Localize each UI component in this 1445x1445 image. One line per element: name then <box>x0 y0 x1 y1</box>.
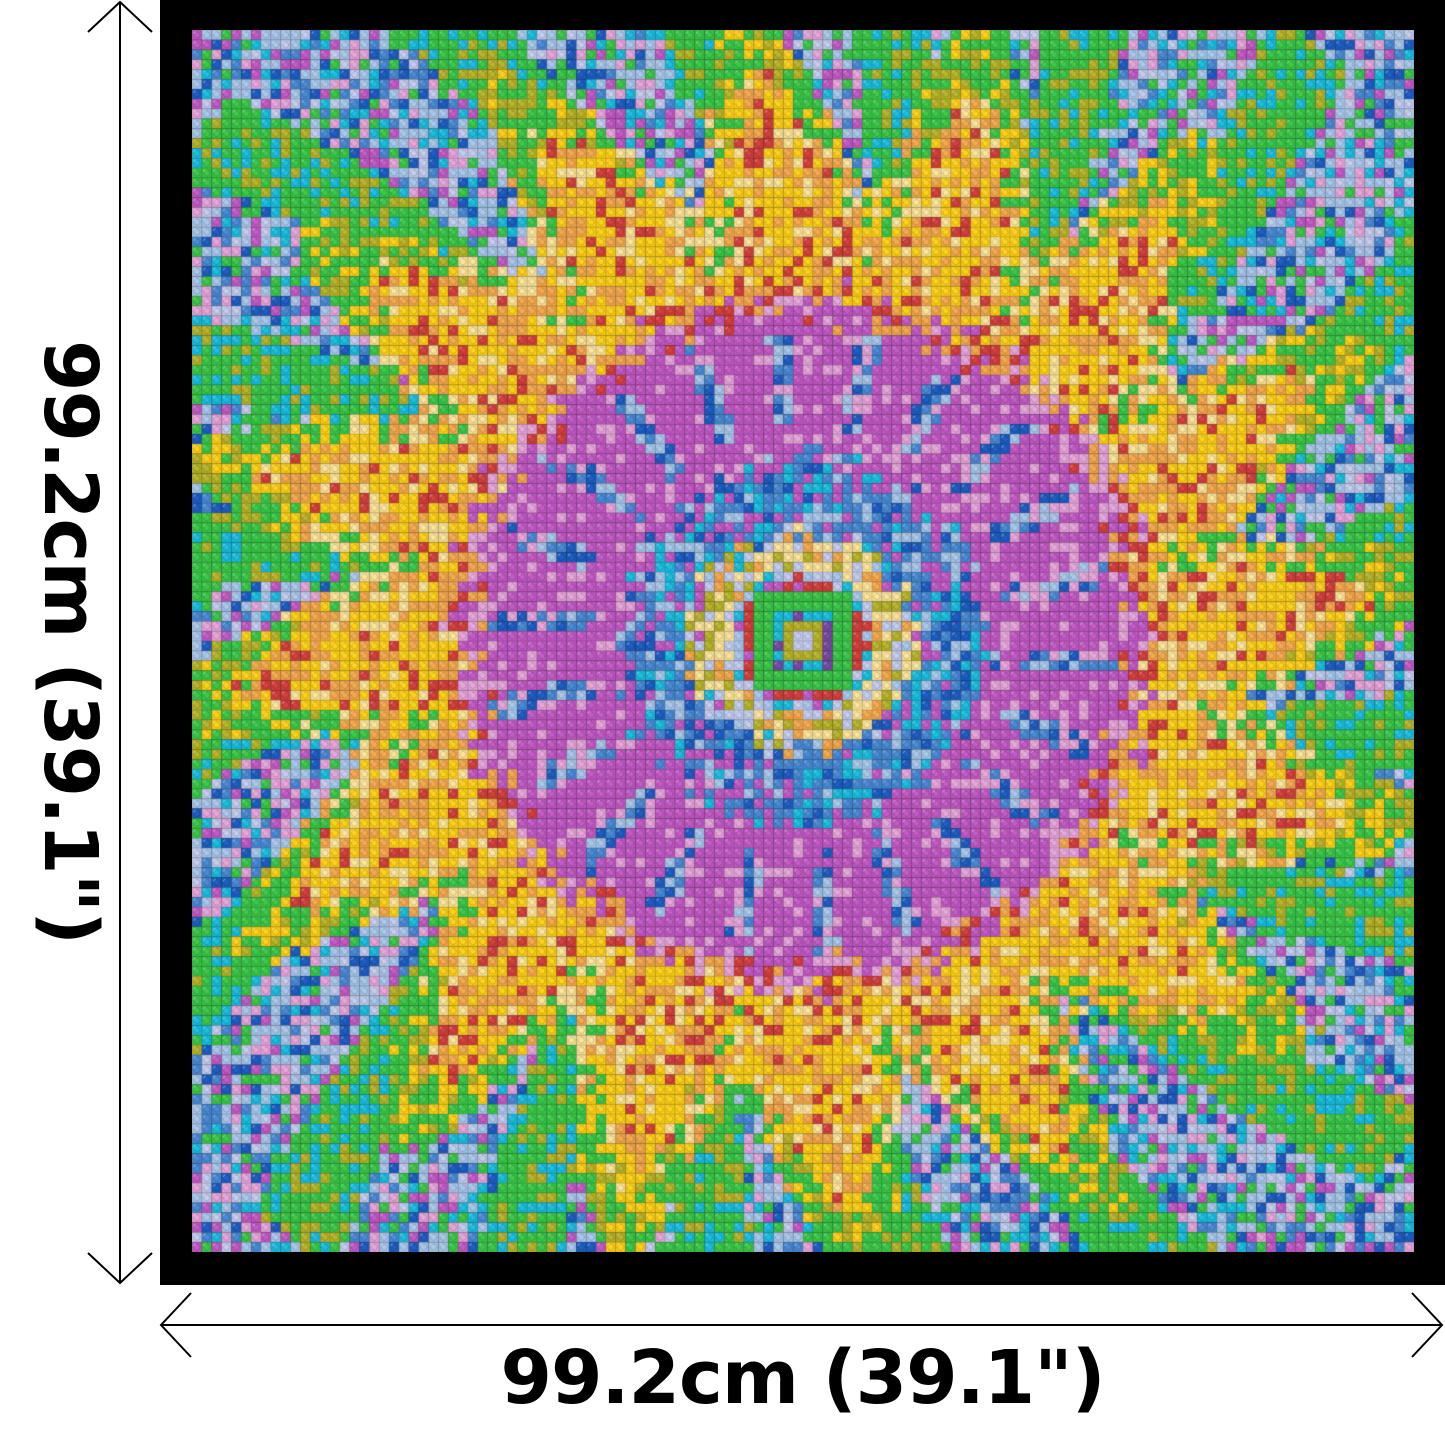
height-dimension-label: 99.2cm (39.1") <box>27 339 113 945</box>
width-dimension-label: 99.2cm (39.1") <box>500 1335 1105 1421</box>
tie-dye-brick-mosaic <box>192 30 1414 1252</box>
width-arrow <box>159 1292 1444 1358</box>
height-arrow <box>87 0 153 1285</box>
